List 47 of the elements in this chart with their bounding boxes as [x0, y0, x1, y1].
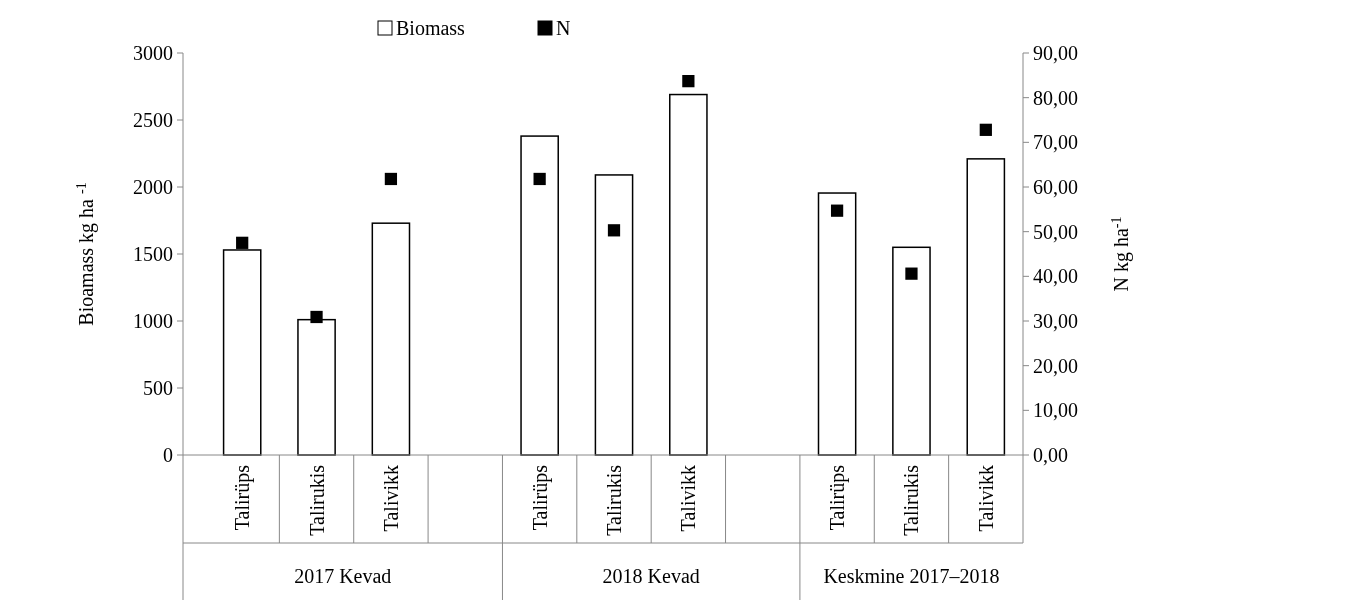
- x-tick-label: Talivikk: [677, 465, 700, 532]
- y-tick-label: 1000: [133, 310, 173, 332]
- point: [533, 172, 546, 186]
- x-tick-label: Talirukis: [305, 464, 328, 536]
- point: [384, 172, 398, 186]
- x-tick-label: Talirüps: [528, 464, 552, 531]
- x-tick-label: Talirüps: [826, 464, 850, 531]
- x-tick-label: Talirukis: [603, 464, 625, 536]
- y2-tick-label: 80,00: [1033, 86, 1078, 109]
- y2-tick-label: 20,00: [1033, 354, 1078, 377]
- point: [979, 123, 992, 136]
- y2-tick-label: 60,00: [1033, 176, 1078, 198]
- point: [682, 75, 695, 88]
- text: Keskmine 2017–2018: [823, 565, 1000, 587]
- legend-label: Biomass: [396, 17, 466, 39]
- y2-tick-label: 30,00: [1033, 310, 1078, 332]
- y2-tick-label: 40,00: [1033, 265, 1078, 288]
- x-tick-label: Talirüps: [231, 464, 255, 531]
- y-tick-label: 500: [143, 377, 173, 399]
- bar: [669, 93, 708, 456]
- y2-tick-label: 70,00: [1033, 131, 1078, 154]
- x-tick-label: Talirukis: [900, 464, 923, 536]
- text: 2017 Kevad: [294, 565, 392, 587]
- text: 2018 Kevad: [602, 565, 700, 587]
- y2-tick-label: 90,00: [1033, 42, 1078, 64]
- y-tick-label: 0: [163, 444, 173, 466]
- y-tick-label: 2000: [133, 176, 173, 198]
- legend-label: N: [556, 17, 571, 39]
- point: [236, 236, 249, 249]
- point: [607, 224, 621, 237]
- bar: [520, 135, 559, 456]
- y-tick-label: 2500: [133, 109, 173, 131]
- y2-tick-label: 50,00: [1033, 220, 1078, 243]
- bar: [594, 174, 634, 456]
- point: [310, 310, 323, 324]
- y-tick-label: 3000: [133, 42, 173, 64]
- y2-tick-label: 0,00: [1033, 444, 1068, 466]
- point: [905, 267, 918, 280]
- bar: [817, 192, 857, 456]
- y-tick-label: 1500: [133, 243, 173, 265]
- bar: [371, 222, 411, 456]
- x-tick-label: Talivikk: [974, 465, 997, 532]
- point: [830, 204, 844, 217]
- x-tick-label: Talivikk: [379, 465, 402, 532]
- y2-tick-label: 10,00: [1033, 399, 1078, 422]
- bar: [892, 246, 931, 456]
- bar: [966, 158, 1006, 456]
